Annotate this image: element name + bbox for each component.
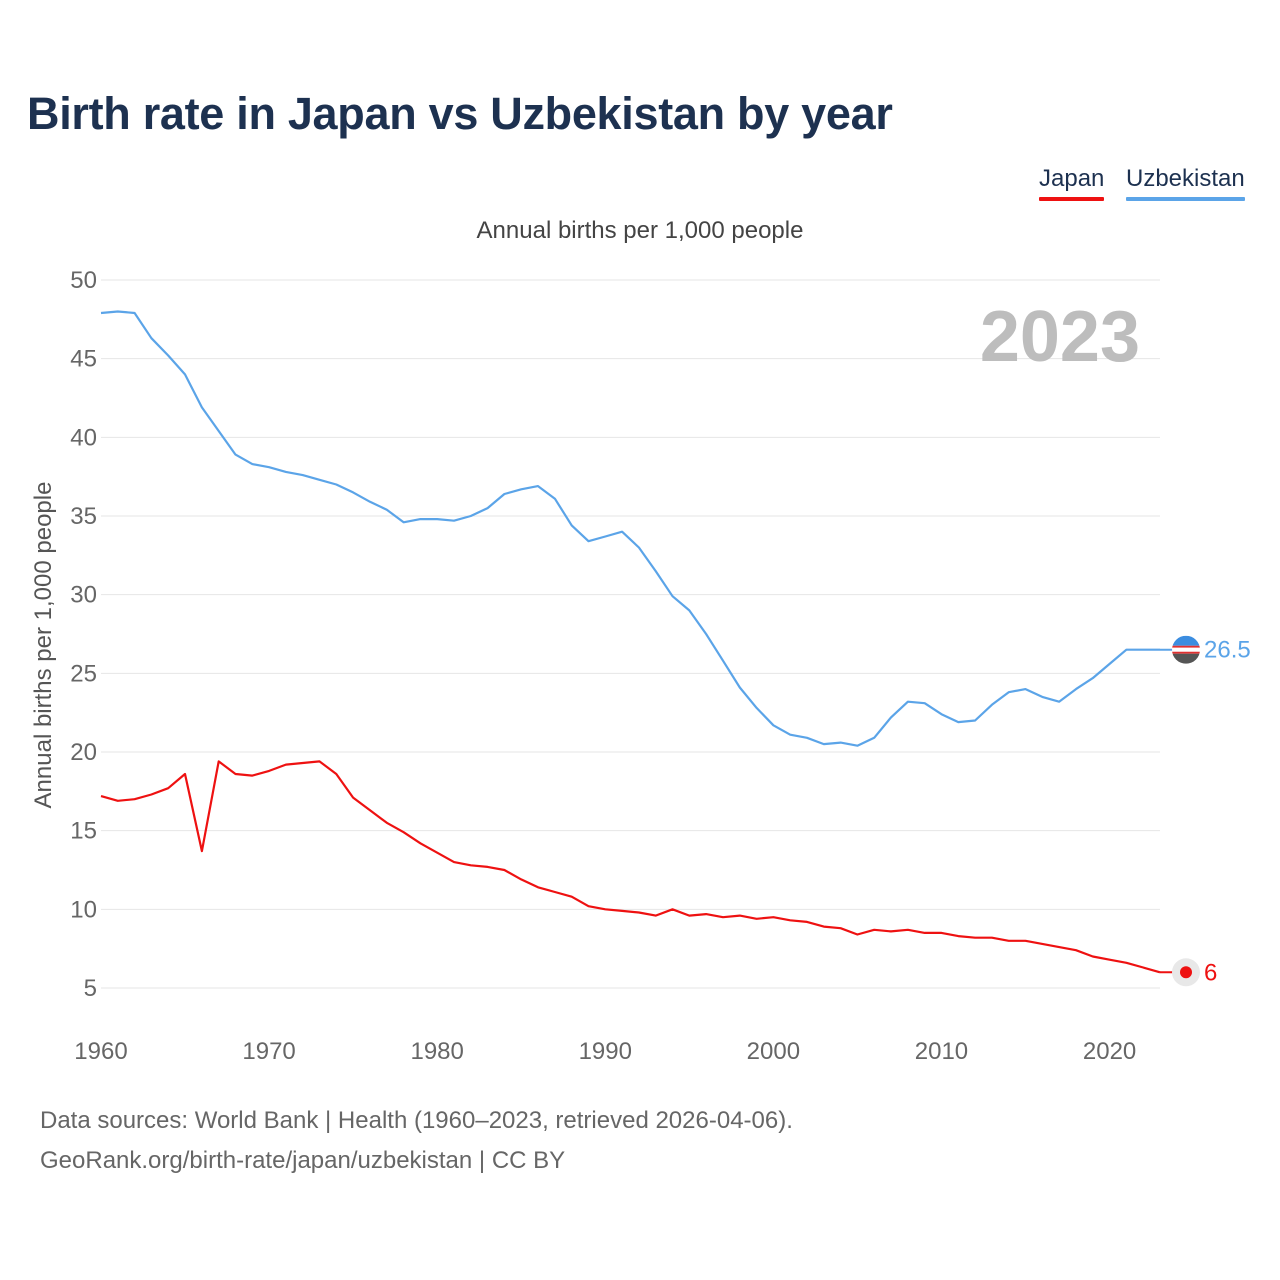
x-tick-label: 2020 [1083,1038,1136,1065]
legend-label-japan: Japan [1039,165,1105,192]
legend-label-uzbekistan: Uzbekistan [1126,165,1245,192]
legend-item-japan[interactable]: Japan [1039,165,1105,201]
y-tick-label: 10 [70,896,97,923]
x-tick-label: 1990 [579,1038,632,1065]
x-axis-ticks: 1960 1970 1980 1990 2000 2010 2020 [74,1038,1136,1065]
y-tick-label: 20 [70,739,97,766]
y-tick-label: 25 [70,660,97,687]
y-tick-label: 30 [70,582,97,609]
y-tick-label: 15 [70,818,97,845]
x-tick-label: 1980 [410,1038,463,1065]
legend-item-uzbekistan[interactable]: Uzbekistan [1126,165,1245,201]
legend-swatch-japan [1039,197,1105,201]
end-value-label-uzbekistan: 26.5 [1204,637,1251,664]
chart-subtitle: Annual births per 1,000 people [476,217,804,244]
series-line-uzbekistan [100,310,1160,747]
line-chart: 5 10 15 20 25 30 35 40 45 50 1960 1970 1980 1990 2000… [30,267,1251,1065]
y-tick-label: 35 [70,503,97,530]
y-tick-label: 40 [70,424,97,451]
x-tick-label: 1970 [242,1038,295,1065]
x-tick-label: 2010 [915,1038,968,1065]
x-tick-label: 2000 [747,1038,800,1065]
y-tick-label: 50 [70,267,97,294]
flag-icon-uzbekistan [1172,635,1200,664]
legend-swatch-uzbekistan [1126,197,1245,201]
gridlines [101,279,1160,989]
y-tick-label: 45 [70,346,97,373]
source-link[interactable]: GeoRank.org/birth-rate/japan/uzbekistan … [40,1147,566,1174]
series-lines [100,310,1161,974]
x-tick-label: 1960 [74,1038,127,1065]
y-axis-ticks: 5 10 15 20 25 30 35 40 45 50 [70,267,97,1002]
y-tick-label: 5 [84,975,97,1002]
end-markers: 626.5 [1160,635,1251,987]
end-marker-japan [1180,966,1192,979]
end-value-label-japan: 6 [1204,959,1217,986]
series-line-japan [100,760,1161,974]
y-axis-label: Annual births per 1,000 people [30,482,57,809]
source-note: Data sources: World Bank | Health (1960–… [40,1107,793,1134]
chart-title: Birth rate in Japan vs Uzbekistan by yea… [27,88,893,139]
year-watermark: 2023 [980,297,1140,377]
